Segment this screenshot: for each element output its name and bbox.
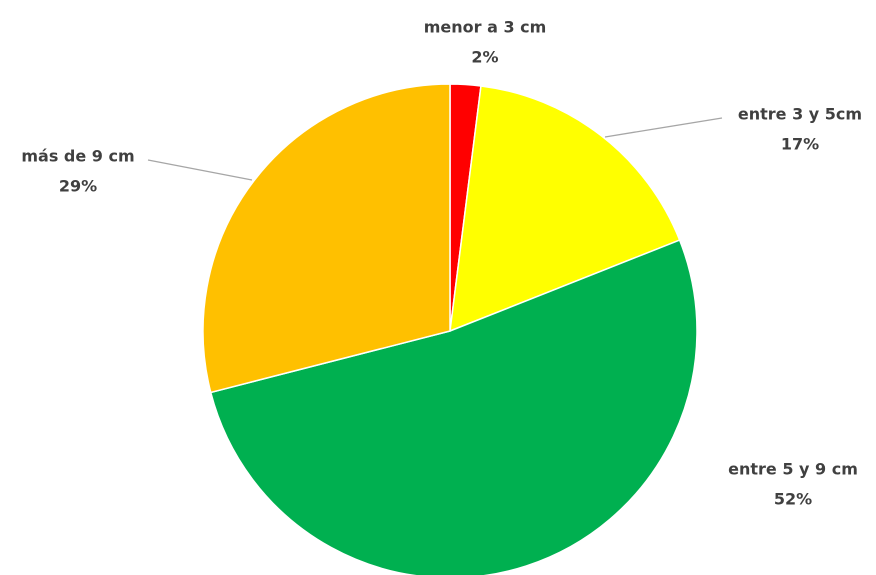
leader-line [147,159,253,181]
pie-slice [202,83,451,394]
slice-value-label: 29% [59,177,97,196]
slice-value-label: 52% [774,490,812,509]
leader-line [604,117,723,138]
slice-label: entre 3 y 5cm [738,105,862,124]
pie-slice [209,239,698,575]
slice-value-label: 17% [781,135,819,154]
slice-value-label: 2% [471,48,498,67]
slice-label: menor a 3 cm [424,18,547,37]
slice-label: más de 9 cm [21,147,134,166]
slice-label: entre 5 y 9 cm [728,460,858,479]
pie-slice [449,85,681,333]
